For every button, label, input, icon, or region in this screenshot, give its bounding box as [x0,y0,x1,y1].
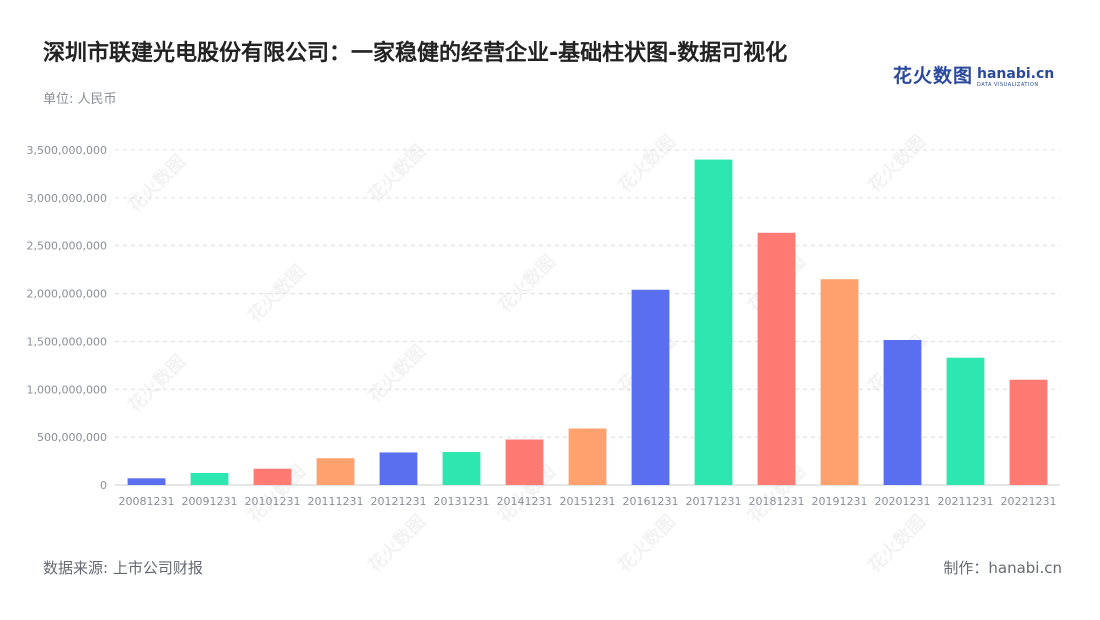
y-tick-label: 2,000,000,000 [27,288,107,301]
data-source: 数据来源: 上市公司财报 [43,559,203,577]
bar [127,478,166,485]
y-tick-label: 1,000,000,000 [27,383,107,396]
bar [505,439,544,485]
credit: 制作：hanabi.cn [943,559,1062,577]
x-tick-label: 20141231 [497,495,553,508]
x-tick-label: 20211231 [938,495,994,508]
bar [1009,379,1048,485]
x-tick-label: 20091231 [182,495,238,508]
logo-sub-text: DATA VISUALIZATION [977,82,1039,88]
chart-title: 深圳市联建光电股份有限公司：一家稳健的经营企业-基础柱状图-数据可视化 [43,41,788,66]
brand-logo: 花火数图 hanabi.cn DATA VISUALIZATION [893,60,1054,88]
x-tick-label: 20081231 [119,495,175,508]
x-tick-label: 20181231 [749,495,805,508]
bar [253,468,292,485]
y-tick-label: 3,000,000,000 [27,192,107,205]
x-tick-label: 20131231 [434,495,490,508]
y-tick-label: 500,000,000 [37,431,107,444]
y-tick-label: 2,500,000,000 [27,240,107,253]
x-tick-label: 20191231 [812,495,868,508]
x-tick-label: 20121231 [371,495,427,508]
bar [694,159,733,486]
y-tick-label: 0 [100,479,107,492]
bar [379,452,418,485]
bar [946,357,985,485]
bar [316,458,355,485]
x-tick-label: 20171231 [686,495,742,508]
bar [568,428,607,485]
bar [442,451,481,485]
x-tick-label: 20201231 [875,495,931,508]
bar [883,339,922,485]
logo-cn-text: 花火数图 [893,65,974,87]
unit-label: 单位: 人民币 [43,92,117,107]
y-tick-label: 1,500,000,000 [27,335,107,348]
x-tick-label: 20151231 [560,495,616,508]
x-tick-label: 20111231 [308,495,364,508]
x-tick-label: 20101231 [245,495,301,508]
bar [190,473,229,485]
x-tick-label: 20221231 [1001,495,1057,508]
logo-en-text: hanabi.cn [977,66,1055,82]
y-tick-label: 3,500,000,000 [27,144,107,157]
bar [820,279,859,485]
bar [631,289,670,485]
x-tick-label: 20161231 [623,495,679,508]
bar [757,232,796,485]
